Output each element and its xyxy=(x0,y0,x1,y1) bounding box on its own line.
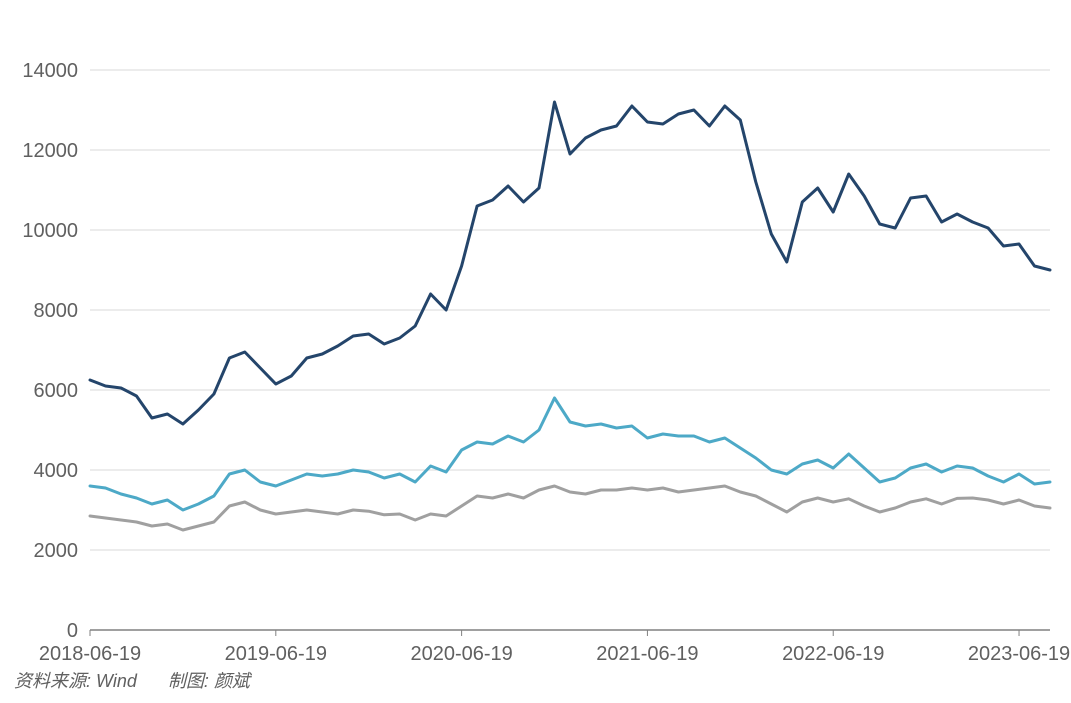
chart-container: 万得偏股混合型基金指数沪深300上证指数 0200040006000800010… xyxy=(0,0,1071,703)
svg-text:2020-06-19: 2020-06-19 xyxy=(410,643,512,665)
source-name: Wind xyxy=(96,671,137,691)
svg-text:8000: 8000 xyxy=(34,300,79,322)
svg-text:2023-06-19: 2023-06-19 xyxy=(968,643,1070,665)
svg-text:4000: 4000 xyxy=(34,460,79,482)
chart-svg: 0 2000 4000 6000 8000 10000 12000 14000 2018-06-… xyxy=(0,0,1071,703)
svg-text:10000: 10000 xyxy=(22,220,78,242)
svg-text:14000: 14000 xyxy=(22,60,78,82)
source-attribution: 资料来源: Wind 制图: 颜斌 xyxy=(14,667,276,693)
svg-text:0: 0 xyxy=(67,620,78,642)
source-label-prefix: 资料来源: xyxy=(14,671,91,691)
svg-text:2022-06-19: 2022-06-19 xyxy=(782,643,884,665)
svg-text:12000: 12000 xyxy=(22,140,78,162)
svg-text:2000: 2000 xyxy=(34,540,79,562)
chart-by-name: 颜斌 xyxy=(214,671,250,691)
svg-text:2021-06-19: 2021-06-19 xyxy=(596,643,698,665)
svg-text:6000: 6000 xyxy=(34,380,79,402)
chart-by-prefix: 制图: xyxy=(168,671,209,691)
svg-text:2018-06-19: 2018-06-19 xyxy=(39,643,141,665)
svg-text:2019-06-19: 2019-06-19 xyxy=(225,643,327,665)
